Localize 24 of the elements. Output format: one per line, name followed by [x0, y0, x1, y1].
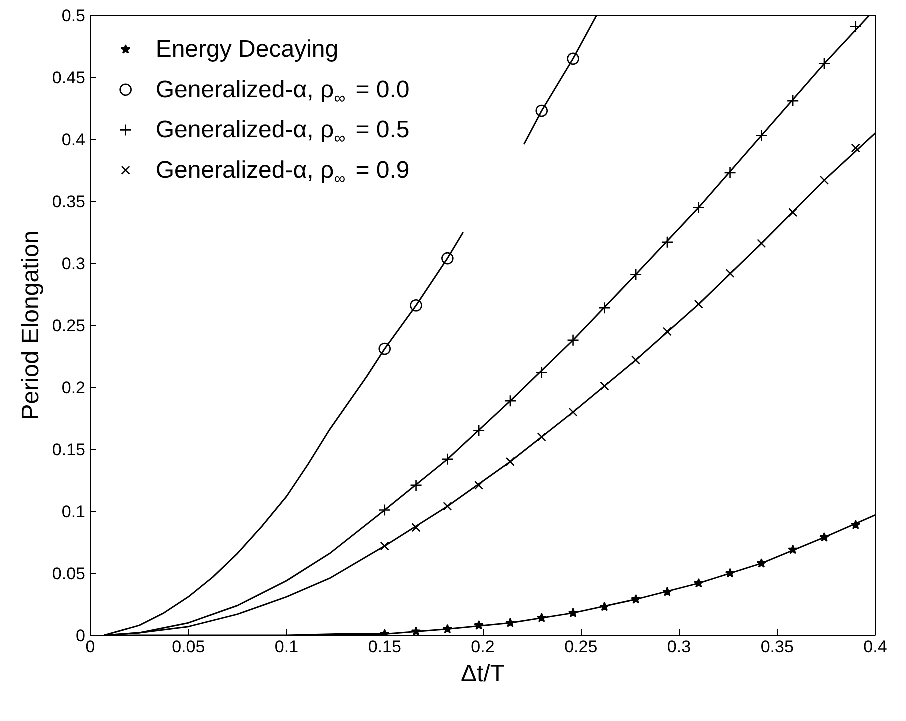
legend-label: Energy Decaying: [156, 36, 339, 64]
legend-label: Generalized-α, ρ∞ = 0.5: [156, 116, 410, 148]
y-tick-label: 0.5: [62, 6, 86, 26]
y-tick-label: 0.1: [62, 502, 86, 522]
legend-label: Generalized-α, ρ∞ = 0.9: [156, 157, 410, 188]
x-tick-label: 0.4: [864, 638, 888, 656]
x-tick-label: 0.35: [760, 638, 794, 656]
x-tick-label: 0.3: [667, 638, 692, 656]
y-tick-label: 0.35: [52, 192, 86, 212]
y-tick-label: 0.25: [52, 316, 86, 336]
y-tick-label: 0.2: [62, 378, 86, 398]
y-tick-label: 0.45: [52, 68, 86, 88]
y-tick-label: 0.05: [52, 564, 86, 584]
x-tick-label: 0.2: [471, 638, 495, 656]
x-tick-label: 0.15: [368, 638, 402, 656]
x-tick-label: 0.1: [274, 638, 299, 656]
y-tick-label: 0.4: [62, 130, 86, 150]
legend-label: Generalized-α, ρ∞ = 0.0: [156, 76, 410, 108]
y-axis-title: Period Elongation: [17, 230, 44, 420]
x-tick-label: 0.05: [172, 638, 206, 656]
x-axis-title: Δt/T: [460, 660, 506, 688]
y-tick-label: 0.3: [62, 254, 86, 274]
y-tick-label: 0.15: [52, 440, 86, 460]
x-tick-label: 0.25: [564, 638, 598, 656]
